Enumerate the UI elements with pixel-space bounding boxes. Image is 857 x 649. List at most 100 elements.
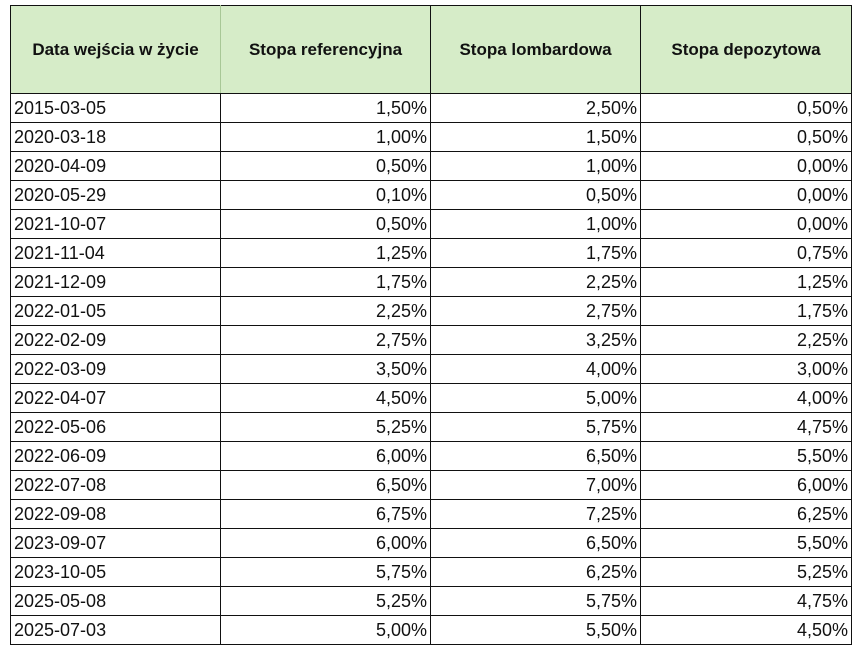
- table-row: 2015-03-05 1,50% 2,50% 0,50%: [10, 93, 852, 123]
- effective-date-cell[interactable]: 2020-04-09: [10, 151, 221, 181]
- effective-date-cell[interactable]: 2022-03-09: [10, 354, 221, 384]
- effective-date-cell[interactable]: 2022-02-09: [10, 325, 221, 355]
- deposit-rate-cell[interactable]: 0,50%: [640, 93, 852, 123]
- table-row: 2020-05-29 0,10% 0,50% 0,00%: [10, 180, 852, 210]
- lombard-rate-cell[interactable]: 5,00%: [430, 383, 641, 413]
- header-reference-rate[interactable]: Stopa referencyjna: [220, 5, 431, 94]
- deposit-rate-cell[interactable]: 0,50%: [640, 122, 852, 152]
- deposit-rate-cell[interactable]: 0,00%: [640, 209, 852, 239]
- table-row: 2022-04-07 4,50% 5,00% 4,00%: [10, 383, 852, 413]
- header-row: Data wejścia w życie Stopa referencyjna …: [10, 5, 852, 94]
- lombard-rate-cell[interactable]: 3,25%: [430, 325, 641, 355]
- deposit-rate-cell[interactable]: 5,50%: [640, 528, 852, 558]
- reference-rate-cell[interactable]: 0,50%: [220, 151, 431, 181]
- effective-date-cell[interactable]: 2020-03-18: [10, 122, 221, 152]
- table-row: 2020-04-09 0,50% 1,00% 0,00%: [10, 151, 852, 181]
- table-row: 2025-05-08 5,25% 5,75% 4,75%: [10, 586, 852, 616]
- effective-date-cell[interactable]: 2020-05-29: [10, 180, 221, 210]
- reference-rate-cell[interactable]: 5,25%: [220, 586, 431, 616]
- reference-rate-cell[interactable]: 2,75%: [220, 325, 431, 355]
- deposit-rate-cell[interactable]: 0,00%: [640, 180, 852, 210]
- lombard-rate-cell[interactable]: 7,00%: [430, 470, 641, 500]
- lombard-rate-cell[interactable]: 0,50%: [430, 180, 641, 210]
- effective-date-cell[interactable]: 2023-10-05: [10, 557, 221, 587]
- reference-rate-cell[interactable]: 0,10%: [220, 180, 431, 210]
- deposit-rate-cell[interactable]: 1,75%: [640, 296, 852, 326]
- deposit-rate-cell[interactable]: 0,75%: [640, 238, 852, 268]
- reference-rate-cell[interactable]: 1,50%: [220, 93, 431, 123]
- interest-rates-table: Data wejścia w życie Stopa referencyjna …: [10, 5, 852, 645]
- deposit-rate-cell[interactable]: 4,00%: [640, 383, 852, 413]
- lombard-rate-cell[interactable]: 2,50%: [430, 93, 641, 123]
- header-effective-date[interactable]: Data wejścia w życie: [10, 5, 221, 94]
- deposit-rate-cell[interactable]: 1,25%: [640, 267, 852, 297]
- lombard-rate-cell[interactable]: 1,50%: [430, 122, 641, 152]
- deposit-rate-cell[interactable]: 5,50%: [640, 441, 852, 471]
- lombard-rate-cell[interactable]: 2,25%: [430, 267, 641, 297]
- lombard-rate-cell[interactable]: 6,50%: [430, 528, 641, 558]
- effective-date-cell[interactable]: 2025-05-08: [10, 586, 221, 616]
- effective-date-cell[interactable]: 2021-10-07: [10, 209, 221, 239]
- lombard-rate-cell[interactable]: 5,75%: [430, 412, 641, 442]
- effective-date-cell[interactable]: 2022-05-06: [10, 412, 221, 442]
- reference-rate-cell[interactable]: 5,75%: [220, 557, 431, 587]
- table-row: 2021-10-07 0,50% 1,00% 0,00%: [10, 209, 852, 239]
- effective-date-cell[interactable]: 2022-07-08: [10, 470, 221, 500]
- lombard-rate-cell[interactable]: 6,25%: [430, 557, 641, 587]
- lombard-rate-cell[interactable]: 7,25%: [430, 499, 641, 529]
- deposit-rate-cell[interactable]: 4,75%: [640, 412, 852, 442]
- table-row: 2022-02-09 2,75% 3,25% 2,25%: [10, 325, 852, 355]
- reference-rate-cell[interactable]: 1,00%: [220, 122, 431, 152]
- table-row: 2023-09-07 6,00% 6,50% 5,50%: [10, 528, 852, 558]
- table-row: 2022-05-06 5,25% 5,75% 4,75%: [10, 412, 852, 442]
- reference-rate-cell[interactable]: 1,25%: [220, 238, 431, 268]
- deposit-rate-cell[interactable]: 6,00%: [640, 470, 852, 500]
- table-row: 2021-11-04 1,25% 1,75% 0,75%: [10, 238, 852, 268]
- effective-date-cell[interactable]: 2023-09-07: [10, 528, 221, 558]
- deposit-rate-cell[interactable]: 4,50%: [640, 615, 852, 645]
- effective-date-cell[interactable]: 2022-04-07: [10, 383, 221, 413]
- header-deposit-rate[interactable]: Stopa depozytowa: [640, 5, 852, 94]
- header-lombard-rate[interactable]: Stopa lombardowa: [430, 5, 641, 94]
- reference-rate-cell[interactable]: 5,00%: [220, 615, 431, 645]
- reference-rate-cell[interactable]: 2,25%: [220, 296, 431, 326]
- table-row: 2025-07-03 5,00% 5,50% 4,50%: [10, 615, 852, 645]
- effective-date-cell[interactable]: 2022-09-08: [10, 499, 221, 529]
- deposit-rate-cell[interactable]: 4,75%: [640, 586, 852, 616]
- deposit-rate-cell[interactable]: 2,25%: [640, 325, 852, 355]
- reference-rate-cell[interactable]: 6,50%: [220, 470, 431, 500]
- reference-rate-cell[interactable]: 5,25%: [220, 412, 431, 442]
- reference-rate-cell[interactable]: 6,00%: [220, 528, 431, 558]
- effective-date-cell[interactable]: 2021-11-04: [10, 238, 221, 268]
- table-row: 2023-10-05 5,75% 6,25% 5,25%: [10, 557, 852, 587]
- table-header: Data wejścia w życie Stopa referencyjna …: [10, 5, 852, 94]
- effective-date-cell[interactable]: 2015-03-05: [10, 93, 221, 123]
- table-row: 2022-03-09 3,50% 4,00% 3,00%: [10, 354, 852, 384]
- reference-rate-cell[interactable]: 1,75%: [220, 267, 431, 297]
- reference-rate-cell[interactable]: 6,75%: [220, 499, 431, 529]
- lombard-rate-cell[interactable]: 1,00%: [430, 151, 641, 181]
- reference-rate-cell[interactable]: 4,50%: [220, 383, 431, 413]
- lombard-rate-cell[interactable]: 2,75%: [430, 296, 641, 326]
- table-row: 2020-03-18 1,00% 1,50% 0,50%: [10, 122, 852, 152]
- deposit-rate-cell[interactable]: 3,00%: [640, 354, 852, 384]
- effective-date-cell[interactable]: 2025-07-03: [10, 615, 221, 645]
- table-row: 2022-06-09 6,00% 6,50% 5,50%: [10, 441, 852, 471]
- effective-date-cell[interactable]: 2022-01-05: [10, 296, 221, 326]
- deposit-rate-cell[interactable]: 6,25%: [640, 499, 852, 529]
- lombard-rate-cell[interactable]: 1,75%: [430, 238, 641, 268]
- effective-date-cell[interactable]: 2021-12-09: [10, 267, 221, 297]
- table-row: 2022-01-05 2,25% 2,75% 1,75%: [10, 296, 852, 326]
- lombard-rate-cell[interactable]: 6,50%: [430, 441, 641, 471]
- lombard-rate-cell[interactable]: 5,75%: [430, 586, 641, 616]
- deposit-rate-cell[interactable]: 0,00%: [640, 151, 852, 181]
- reference-rate-cell[interactable]: 0,50%: [220, 209, 431, 239]
- lombard-rate-cell[interactable]: 1,00%: [430, 209, 641, 239]
- effective-date-cell[interactable]: 2022-06-09: [10, 441, 221, 471]
- reference-rate-cell[interactable]: 6,00%: [220, 441, 431, 471]
- lombard-rate-cell[interactable]: 4,00%: [430, 354, 641, 384]
- lombard-rate-cell[interactable]: 5,50%: [430, 615, 641, 645]
- table-row: 2022-07-08 6,50% 7,00% 6,00%: [10, 470, 852, 500]
- reference-rate-cell[interactable]: 3,50%: [220, 354, 431, 384]
- deposit-rate-cell[interactable]: 5,25%: [640, 557, 852, 587]
